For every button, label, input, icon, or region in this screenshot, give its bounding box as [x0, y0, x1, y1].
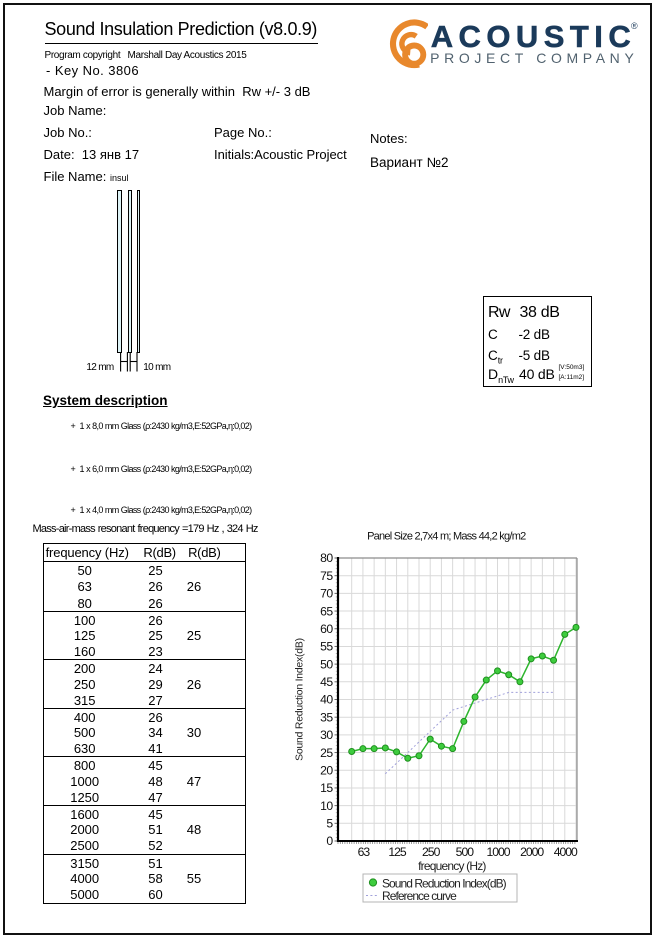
svg-text:0: 0: [326, 834, 333, 848]
svg-text:45: 45: [320, 675, 333, 689]
svg-text:30: 30: [320, 728, 333, 742]
svg-text:63: 63: [358, 845, 371, 859]
svg-text:60: 60: [320, 622, 333, 636]
svg-text:65: 65: [320, 604, 333, 618]
svg-text:Reference curve: Reference curve: [382, 889, 457, 903]
svg-text:55: 55: [320, 640, 333, 654]
svg-text:10: 10: [320, 799, 333, 813]
svg-text:15: 15: [320, 781, 333, 795]
svg-text:Sound Reduction Index(dB): Sound Reduction Index(dB): [382, 877, 507, 891]
svg-text:20: 20: [320, 763, 333, 777]
svg-text:Sound Reduction Index(dB): Sound Reduction Index(dB): [295, 638, 306, 761]
svg-text:frequency (Hz): frequency (Hz): [418, 859, 486, 873]
svg-text:5: 5: [326, 817, 333, 831]
svg-text:25: 25: [320, 746, 333, 760]
svg-text:50: 50: [320, 657, 333, 671]
svg-text:2000: 2000: [520, 845, 544, 859]
svg-text:250: 250: [422, 845, 441, 859]
svg-text:Panel Size 2,7x4 m; Mass 44,2: Panel Size 2,7x4 m; Mass 44,2 kg/m2: [367, 530, 526, 542]
svg-text:80: 80: [320, 551, 333, 565]
svg-text:70: 70: [320, 587, 333, 601]
svg-text:35: 35: [320, 710, 333, 724]
svg-text:4000: 4000: [554, 845, 578, 859]
svg-text:125: 125: [388, 845, 407, 859]
svg-text:1000: 1000: [486, 845, 510, 859]
svg-text:75: 75: [320, 569, 333, 583]
svg-text:500: 500: [456, 845, 475, 859]
svg-text:40: 40: [320, 693, 333, 707]
